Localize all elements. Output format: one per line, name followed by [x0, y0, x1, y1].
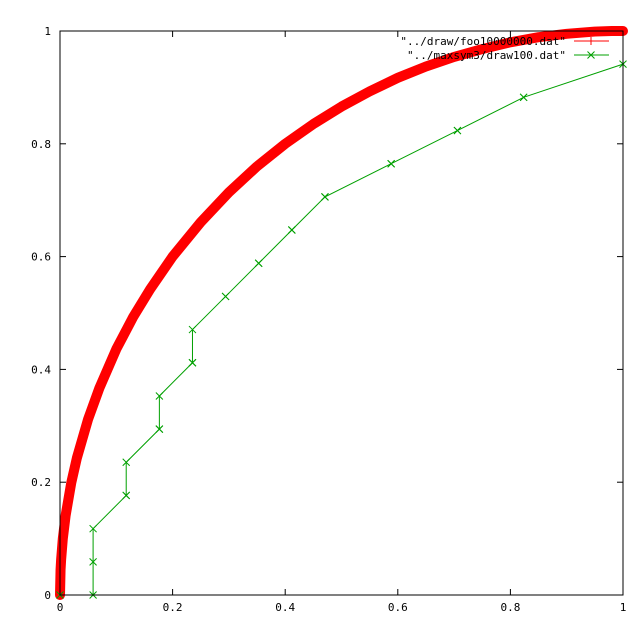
legend: "../draw/foo10000000.dat""../maxsym3/dra… [400, 35, 609, 62]
series-layer [55, 26, 628, 600]
y-tick-label: 0.6 [31, 251, 51, 264]
data-point-cross [89, 557, 97, 566]
x-tick-label: 0.8 [500, 601, 520, 614]
series-draw100 [56, 60, 627, 599]
series-line-green-steps [60, 63, 624, 596]
legend-label: "../maxsym3/draw100.dat" [407, 49, 566, 62]
data-point-cross [188, 358, 197, 367]
data-point-cross [155, 425, 164, 433]
data-point-cross [321, 193, 329, 201]
y-tick-label: 0.8 [31, 138, 51, 151]
y-tick-label: 0.2 [31, 476, 51, 489]
plot-frame [59, 30, 624, 596]
ticks-layer: 0 0.2 0.4 0.6 0.8 1 0 0.2 0.4 0.6 0.8 1 [31, 25, 626, 614]
data-point-plus [587, 37, 595, 45]
data-point-cross [122, 458, 131, 467]
legend-label: "../draw/foo10000000.dat" [400, 35, 566, 48]
data-point-cross [387, 159, 396, 168]
y-tick-label: 0 [44, 589, 51, 602]
data-point-cross [221, 292, 230, 301]
data-point-cross [287, 226, 296, 234]
x-tick-label: 0 [57, 601, 64, 614]
x-tick-label: 0.2 [163, 601, 183, 614]
data-point-cross [254, 259, 263, 268]
series-line-red-curve [55, 26, 628, 600]
data-point-cross [89, 524, 97, 533]
data-point-cross [453, 126, 462, 135]
x-tick-label: 0.4 [275, 601, 295, 614]
data-point-cross [122, 491, 131, 500]
data-point-cross [587, 51, 595, 59]
data-point-cross [188, 325, 197, 334]
data-point-cross [155, 392, 164, 400]
y-tick-label: 0.4 [31, 363, 51, 376]
data-point-cross [519, 93, 528, 102]
x-tick-label: 0.6 [388, 601, 408, 614]
x-tick-label: 1 [620, 601, 627, 614]
y-tick-label: 1 [44, 25, 51, 38]
